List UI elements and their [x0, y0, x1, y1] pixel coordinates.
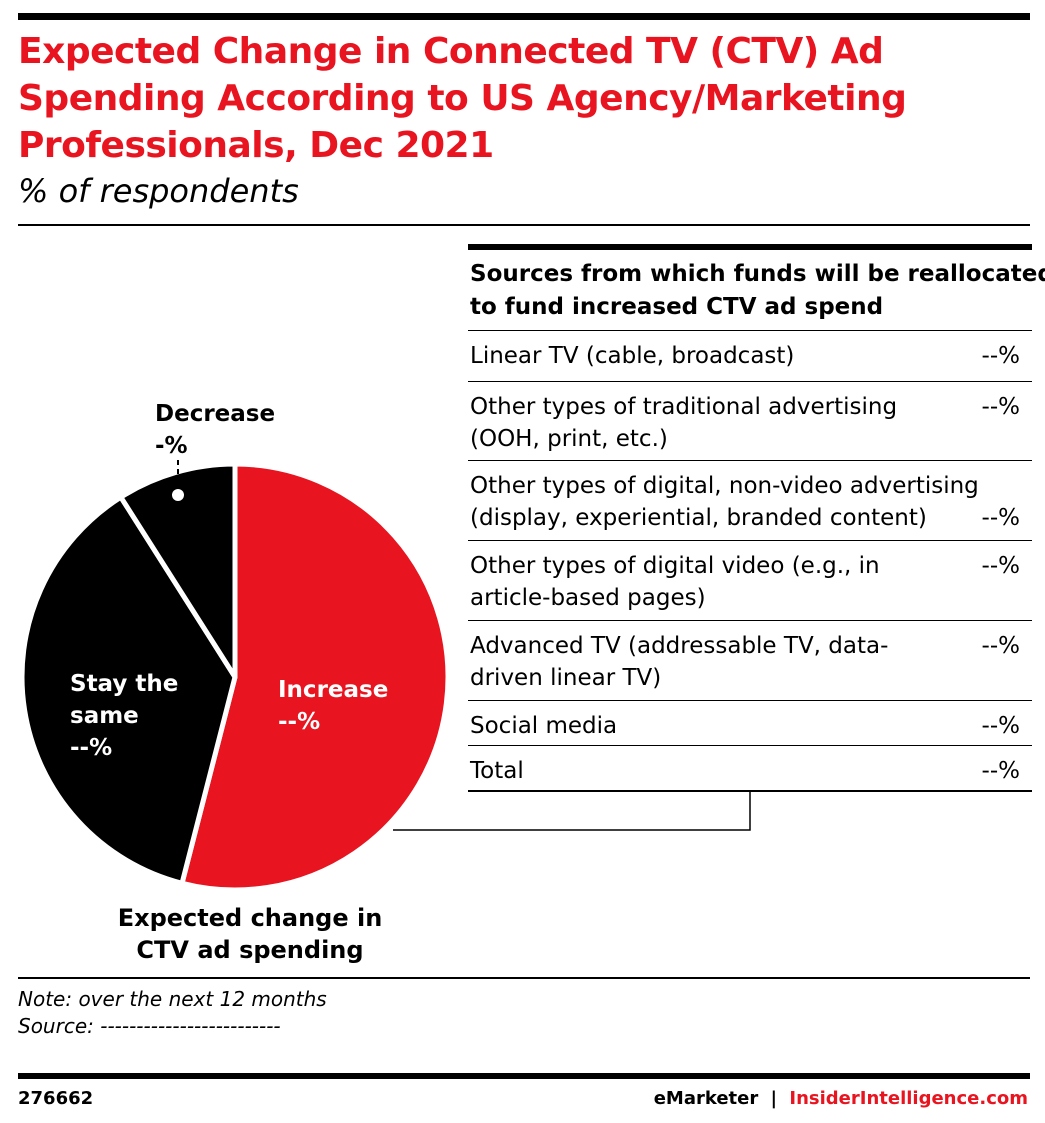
row-value: --% [981, 343, 1020, 369]
leader-dot [172, 489, 184, 501]
chart-title: Expected change in CTV ad spending [117, 904, 383, 964]
slice-name: Stay the same [70, 671, 179, 729]
row-label: Advanced TV (addressable TV, data-driven… [470, 633, 889, 691]
bottom-rule [18, 1073, 1030, 1079]
table-row: Total --% [468, 745, 1032, 791]
separator: | [770, 1088, 778, 1109]
rule [18, 224, 1030, 226]
table-row: Advanced TV (addressable TV, data-driven… [468, 620, 1032, 701]
row-value: --% [981, 553, 1020, 579]
connector [393, 790, 751, 831]
table-row: Other types of digital, non-video advert… [468, 460, 1032, 541]
site: InsiderIntelligence.com [789, 1088, 1028, 1109]
row-label: Other types of digital video (e.g., in a… [470, 553, 880, 611]
table-row: Other types of digital video (e.g., in a… [468, 540, 1032, 621]
subtitle: % of respondents [18, 172, 299, 210]
row-label: Social media [470, 713, 618, 739]
row-value: --% [981, 505, 1020, 531]
row-value: --% [981, 394, 1020, 420]
table-row: Social media --% [468, 700, 1032, 746]
table-header: Sources from which funds will be realloc… [470, 261, 1045, 320]
table-rule [468, 244, 1032, 250]
title: Expected Change in Connected TV (CTV) Ad… [18, 31, 907, 166]
row-value: --% [981, 633, 1020, 659]
slice-value: --% [278, 709, 321, 735]
slice-label: Increase --% [278, 674, 388, 738]
row-label: Linear TV (cable, broadcast) [470, 343, 795, 369]
table-row: Other types of traditional advertising (… [468, 381, 1032, 461]
row-value: --% [981, 758, 1020, 784]
slice-value: --% [70, 735, 113, 761]
slice-label: Stay the same --% [70, 668, 190, 764]
pie [19, 461, 451, 893]
row-value: --% [981, 713, 1020, 739]
slice-name: Increase [278, 677, 389, 703]
slice-name: Decrease [155, 401, 276, 427]
table-row: Linear TV (cable, broadcast) --% [468, 330, 1032, 382]
row-label: Other types of traditional advertising (… [470, 394, 898, 452]
note: Note: over the next 12 months [18, 987, 327, 1011]
brand: eMarketer [653, 1088, 759, 1109]
row-label: Other types of digital, non-video advert… [470, 473, 979, 531]
pie-slice [179, 461, 451, 893]
slice-label: Decrease -% [155, 398, 275, 462]
slice-value: -% [155, 433, 188, 459]
chart-id: 276662 [18, 1088, 94, 1109]
top-rule [18, 13, 1030, 20]
row-label: Total [470, 758, 524, 784]
pie-slice [118, 461, 238, 680]
source: Source: ------------------------- [18, 1014, 281, 1038]
branding: eMarketer | InsiderIntelligence.com [654, 1088, 1028, 1109]
rule [18, 977, 1030, 979]
